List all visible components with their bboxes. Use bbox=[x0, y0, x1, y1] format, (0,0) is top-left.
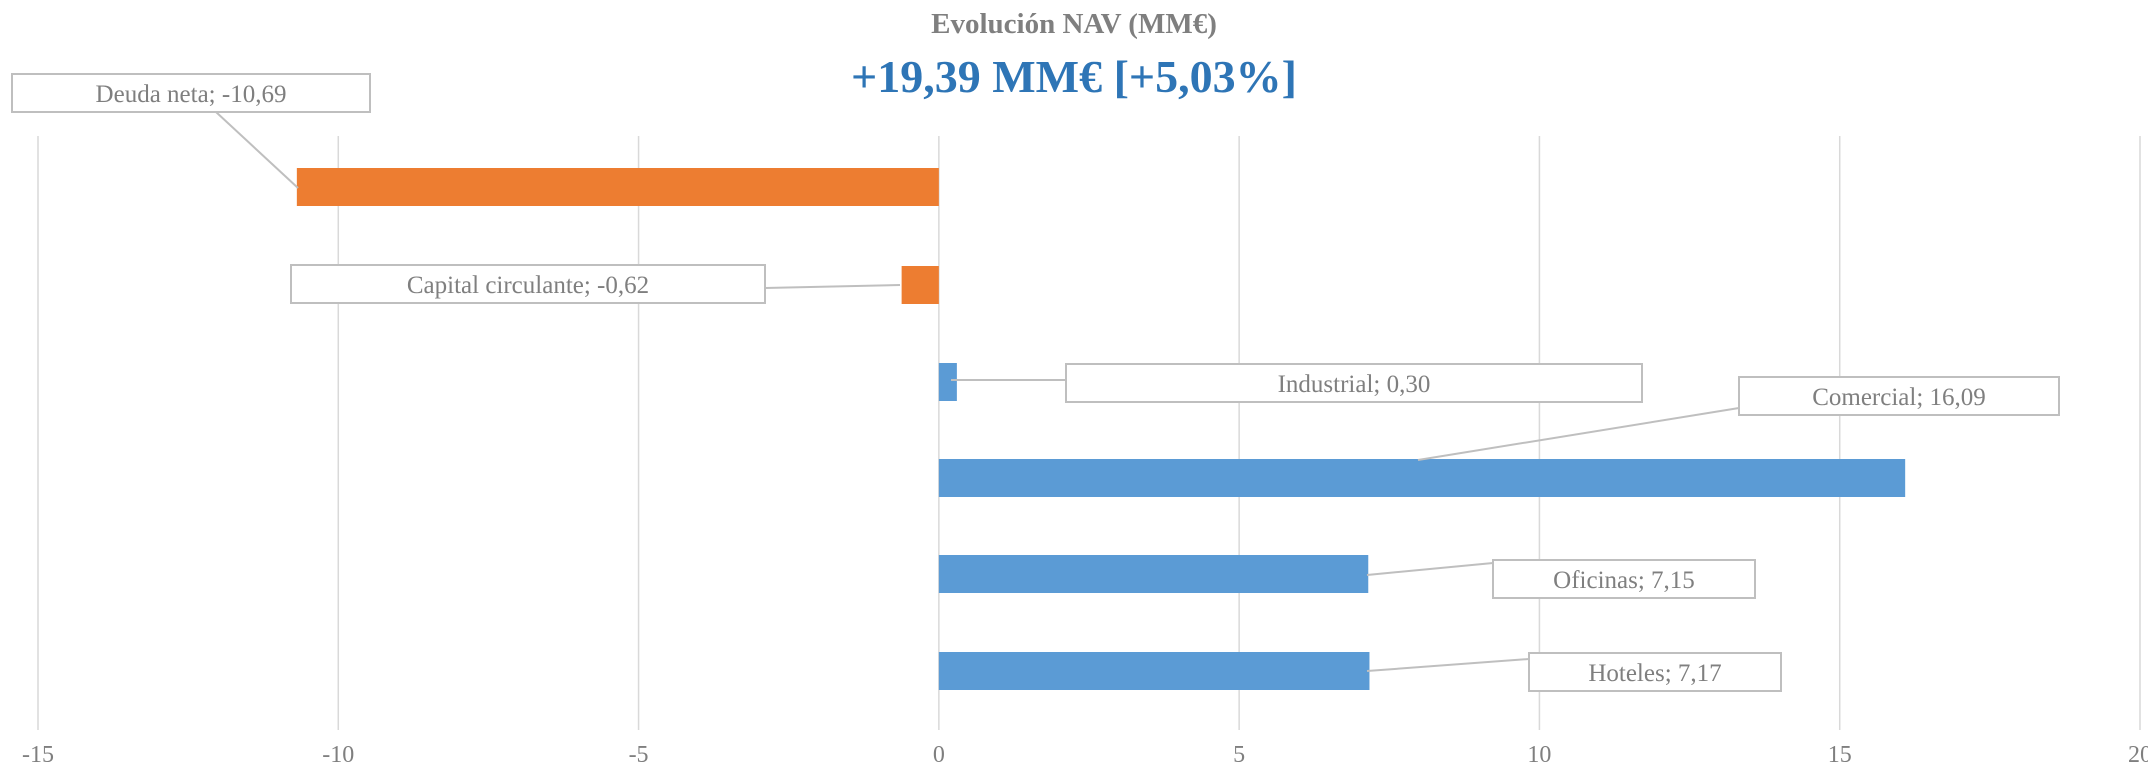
x-tick-label: 0 bbox=[933, 742, 945, 766]
data-label-box bbox=[1065, 363, 1643, 403]
data-labels: Deuda neta; -10,69 Capital circulante; -0… bbox=[11, 73, 2060, 692]
label-leader-line bbox=[215, 111, 299, 189]
bar-comercial bbox=[938, 459, 1906, 497]
data-label-box bbox=[1738, 376, 2060, 416]
label-leader-line bbox=[1366, 658, 1530, 672]
x-tick-label: -10 bbox=[322, 742, 354, 766]
data-label-box bbox=[1492, 559, 1756, 599]
data-label-box bbox=[290, 264, 766, 304]
data-label-box bbox=[11, 73, 371, 113]
x-axis-ticks: -15 -10 -5 0 5 10 15 20 bbox=[22, 742, 2148, 766]
label-leader-line bbox=[951, 368, 1070, 381]
x-tick-label: -5 bbox=[629, 742, 649, 766]
chart-title: Evolución NAV (MM€) bbox=[931, 8, 1217, 40]
bar-hoteles bbox=[938, 652, 1370, 690]
data-label: Capital circulante; -0,62 bbox=[407, 272, 649, 299]
bar-capital-circulante bbox=[901, 266, 939, 304]
data-label: Hoteles; 7,17 bbox=[1588, 660, 1721, 687]
data-label: Deuda neta; -10,69 bbox=[96, 81, 287, 108]
data-label: Comercial; 16,09 bbox=[1812, 384, 1986, 411]
label-leader-line bbox=[1366, 562, 1494, 576]
x-tick-label: -15 bbox=[22, 742, 54, 766]
label-leader-line bbox=[1417, 407, 1740, 461]
chart-subtitle: +19,39 MM€ [+5,03%] bbox=[851, 51, 1297, 102]
bar-oficinas bbox=[938, 555, 1369, 593]
x-tick-label: 20 bbox=[2128, 742, 2148, 766]
data-label: Oficinas; 7,15 bbox=[1553, 567, 1695, 594]
data-label-box bbox=[1528, 652, 1782, 692]
x-tick-label: 10 bbox=[1527, 742, 1551, 766]
bar-industrial bbox=[938, 363, 957, 401]
x-tick-label: 15 bbox=[1828, 742, 1852, 766]
bar-deuda-neta bbox=[296, 168, 939, 206]
gridlines bbox=[37, 136, 2141, 730]
x-tick-label: 5 bbox=[1233, 742, 1245, 766]
bars bbox=[296, 168, 1906, 690]
label-leader-line bbox=[764, 284, 901, 289]
data-label: Industrial; 0,30 bbox=[1278, 371, 1431, 398]
